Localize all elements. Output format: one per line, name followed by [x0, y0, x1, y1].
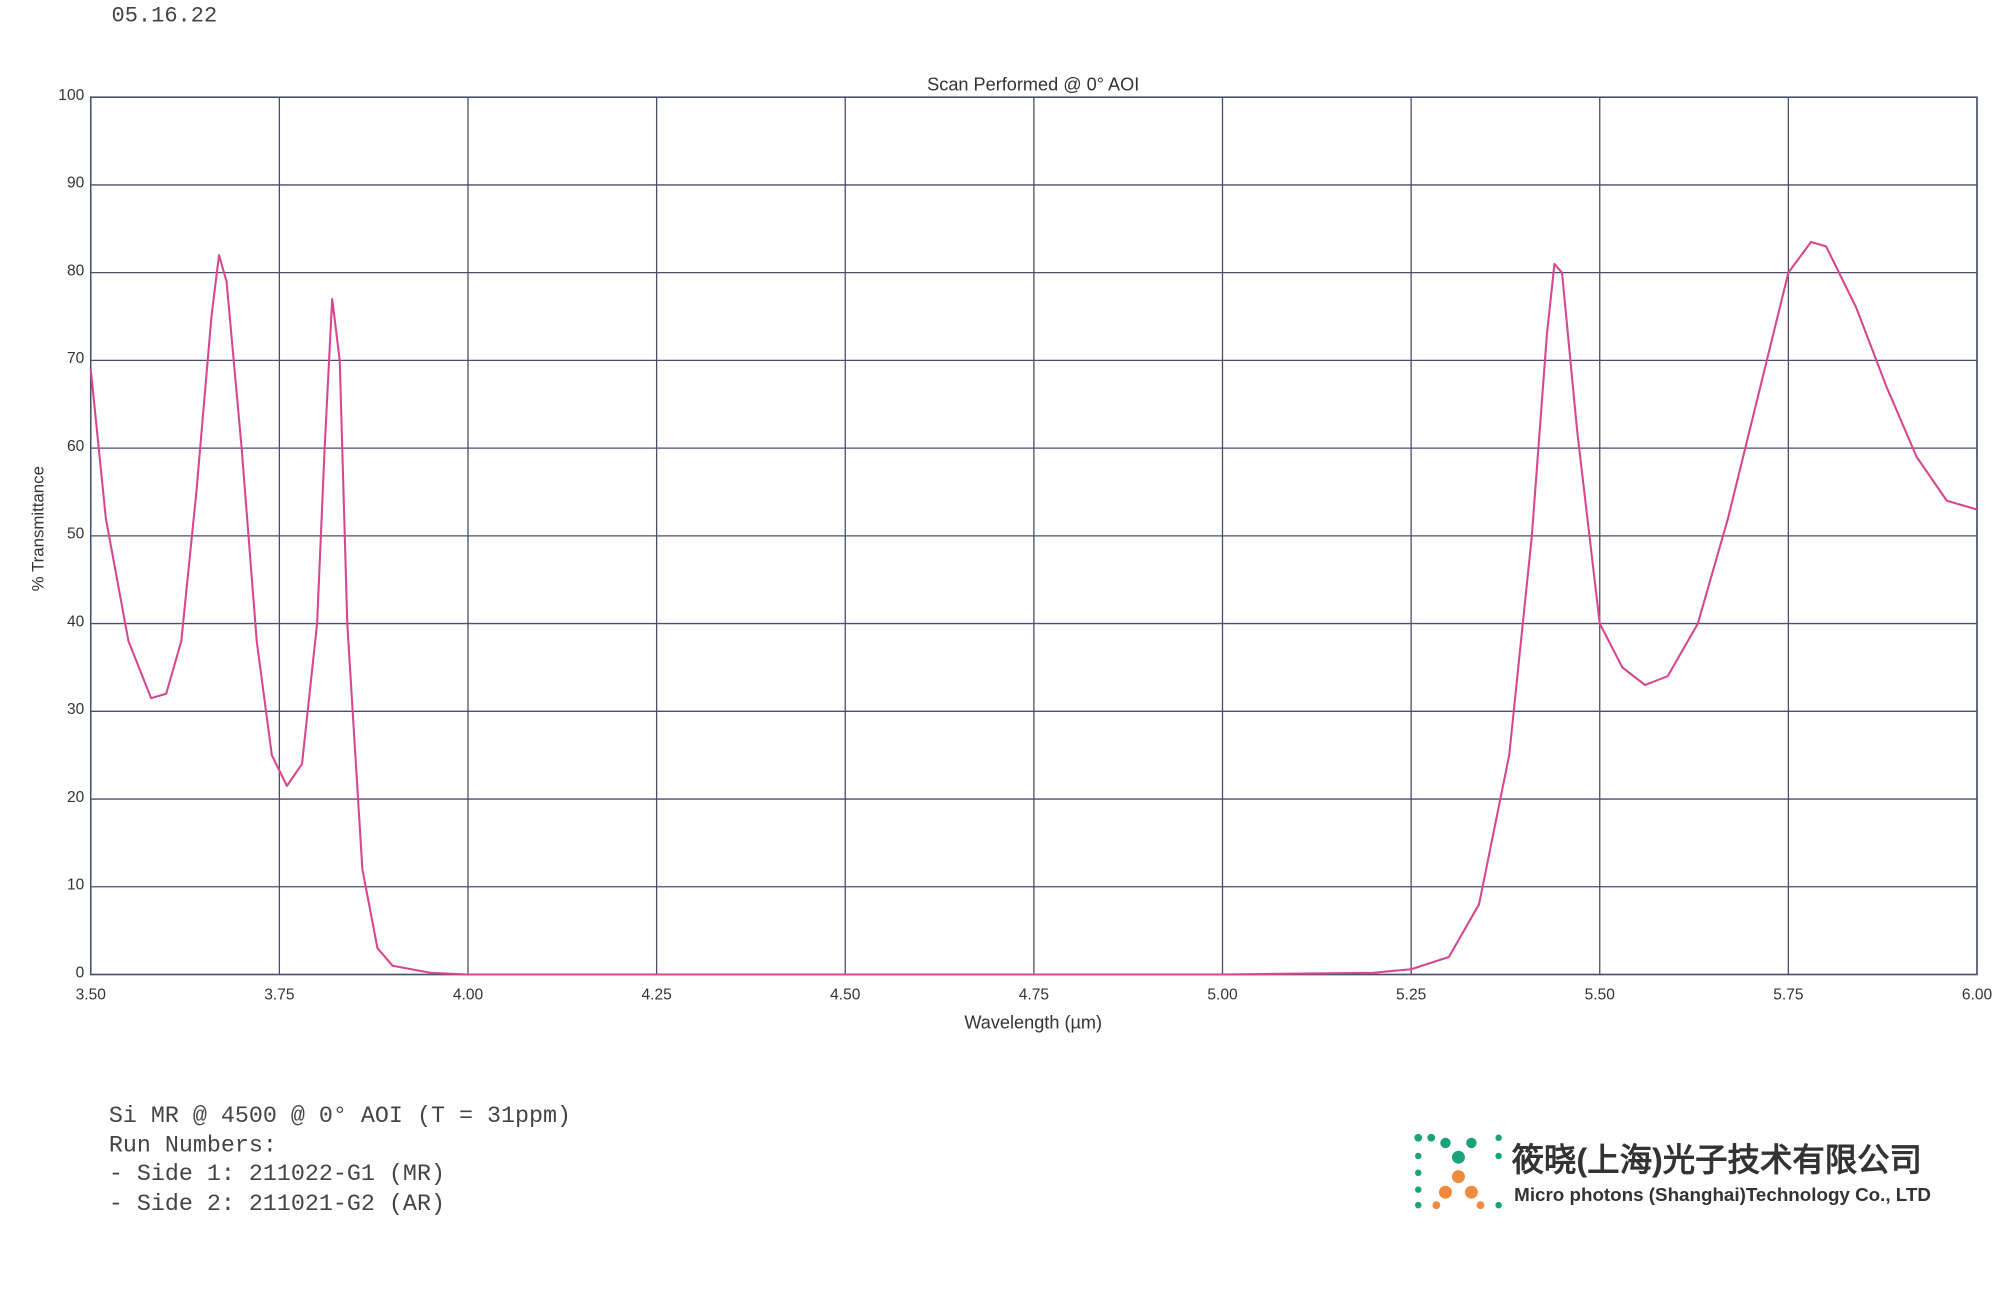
x-tick-label: 4.25 [641, 986, 671, 1003]
data-line [89, 240, 1978, 976]
x-tick-label: 3.75 [264, 986, 294, 1003]
x-tick-label: 6.00 [1962, 986, 1993, 1003]
x-tick-label: 4.75 [1019, 986, 1049, 1003]
y-tick-label: 90 [67, 175, 85, 192]
y-tick-label: 10 [67, 877, 85, 894]
x-tick-label: 5.75 [1773, 986, 1803, 1003]
y-tick-label: 50 [67, 526, 85, 543]
chart-title: Scan Performed @ 0° AOI [927, 74, 1139, 94]
y-tick-label: 100 [58, 87, 84, 104]
y-tick-label: 0 [76, 964, 85, 981]
x-tick-label: 3.50 [76, 986, 107, 1003]
logo: 筱晓(上海)光子技术有限公司 Micro photons (Shanghai)T… [1414, 1133, 1931, 1210]
x-tick-label: 5.50 [1585, 986, 1616, 1003]
note-line: Si MR @ 4500 @ 0° AOI (T = 31ppm) [109, 1104, 571, 1130]
x-axis-label: Wavelength (µm) [964, 1013, 1102, 1033]
note-line: - Side 1: 211022-G1 (MR) [109, 1162, 445, 1188]
logo-name-cn: 筱晓(上海)光子技术有限公司 [1512, 1142, 1922, 1178]
y-tick-label: 80 [67, 262, 85, 279]
note-line: - Side 2: 211021-G2 (AR) [109, 1192, 445, 1218]
plot-area: 0 10 20 30 40 50 60 70 80 90 100 3.50 3.75 4.00 4.25 4.… [58, 87, 1992, 1003]
logo-name-en: Micro photons (Shanghai)Technology Co., … [1514, 1184, 1931, 1205]
note-line: Run Numbers: [109, 1134, 277, 1160]
y-tick-label: 60 [67, 438, 85, 455]
notes: Si MR @ 4500 @ 0° AOI (T = 31ppm) Run Nu… [109, 1104, 571, 1218]
x-tick-label: 5.00 [1207, 986, 1238, 1003]
x-tick-label: 4.00 [453, 986, 484, 1003]
y-axis-label: % Transmittance [28, 466, 47, 591]
logo-icon [1414, 1133, 1502, 1210]
y-tick-label: 70 [67, 350, 85, 367]
y-tick-label: 30 [67, 701, 85, 718]
x-tick-label: 4.50 [830, 986, 861, 1003]
x-tick-label: 5.25 [1396, 986, 1426, 1003]
y-tick-label: 40 [67, 613, 85, 630]
date: 05.16.22 [111, 3, 217, 28]
y-tick-label: 20 [67, 789, 85, 806]
